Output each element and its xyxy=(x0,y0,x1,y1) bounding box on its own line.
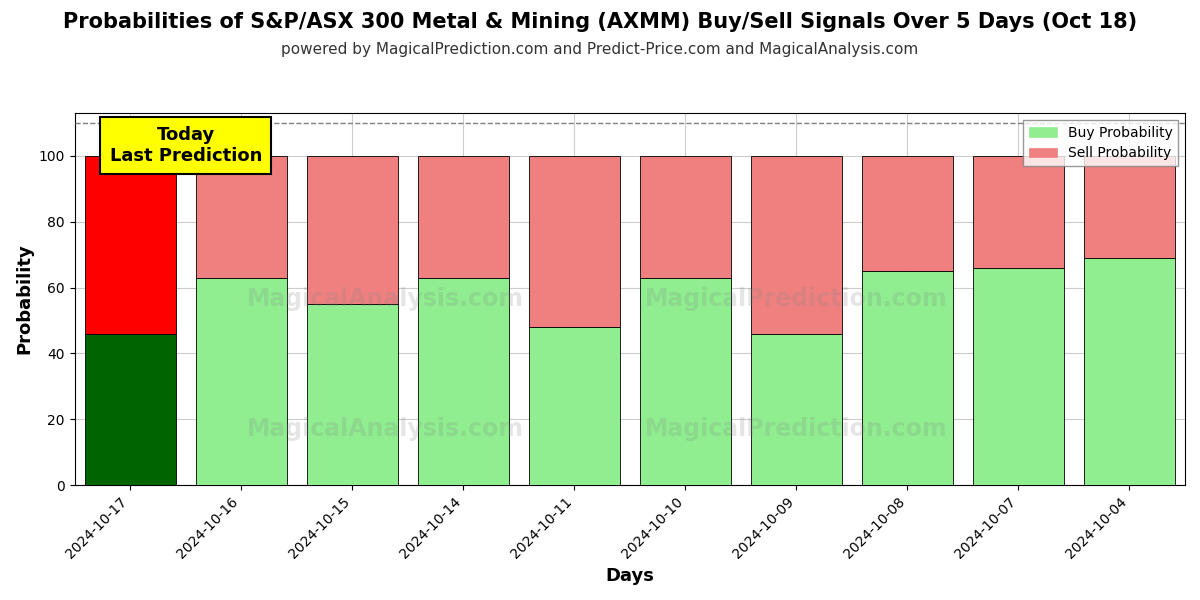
Bar xyxy=(1084,156,1175,258)
Bar xyxy=(640,156,731,278)
Bar xyxy=(196,156,287,278)
Bar xyxy=(418,278,509,485)
Bar xyxy=(751,334,842,485)
Text: MagicalAnalysis.com: MagicalAnalysis.com xyxy=(247,287,524,311)
Bar xyxy=(862,271,953,485)
Bar xyxy=(973,156,1064,268)
Bar xyxy=(307,156,397,304)
Bar xyxy=(85,334,175,485)
Bar xyxy=(307,304,397,485)
Bar xyxy=(973,268,1064,485)
Text: Probabilities of S&P/ASX 300 Metal & Mining (AXMM) Buy/Sell Signals Over 5 Days : Probabilities of S&P/ASX 300 Metal & Min… xyxy=(62,12,1138,32)
Bar xyxy=(85,156,175,334)
Text: Today
Last Prediction: Today Last Prediction xyxy=(109,126,262,165)
Text: MagicalPrediction.com: MagicalPrediction.com xyxy=(646,418,948,442)
Bar xyxy=(1084,258,1175,485)
Text: powered by MagicalPrediction.com and Predict-Price.com and MagicalAnalysis.com: powered by MagicalPrediction.com and Pre… xyxy=(281,42,919,57)
Text: MagicalAnalysis.com: MagicalAnalysis.com xyxy=(247,418,524,442)
Y-axis label: Probability: Probability xyxy=(16,244,34,355)
Legend: Buy Probability, Sell Probability: Buy Probability, Sell Probability xyxy=(1024,120,1178,166)
Bar xyxy=(196,278,287,485)
Bar xyxy=(529,156,620,327)
Bar xyxy=(640,278,731,485)
Bar xyxy=(529,327,620,485)
Bar xyxy=(862,156,953,271)
Bar xyxy=(418,156,509,278)
Bar xyxy=(751,156,842,334)
Text: MagicalPrediction.com: MagicalPrediction.com xyxy=(646,287,948,311)
X-axis label: Days: Days xyxy=(605,567,654,585)
